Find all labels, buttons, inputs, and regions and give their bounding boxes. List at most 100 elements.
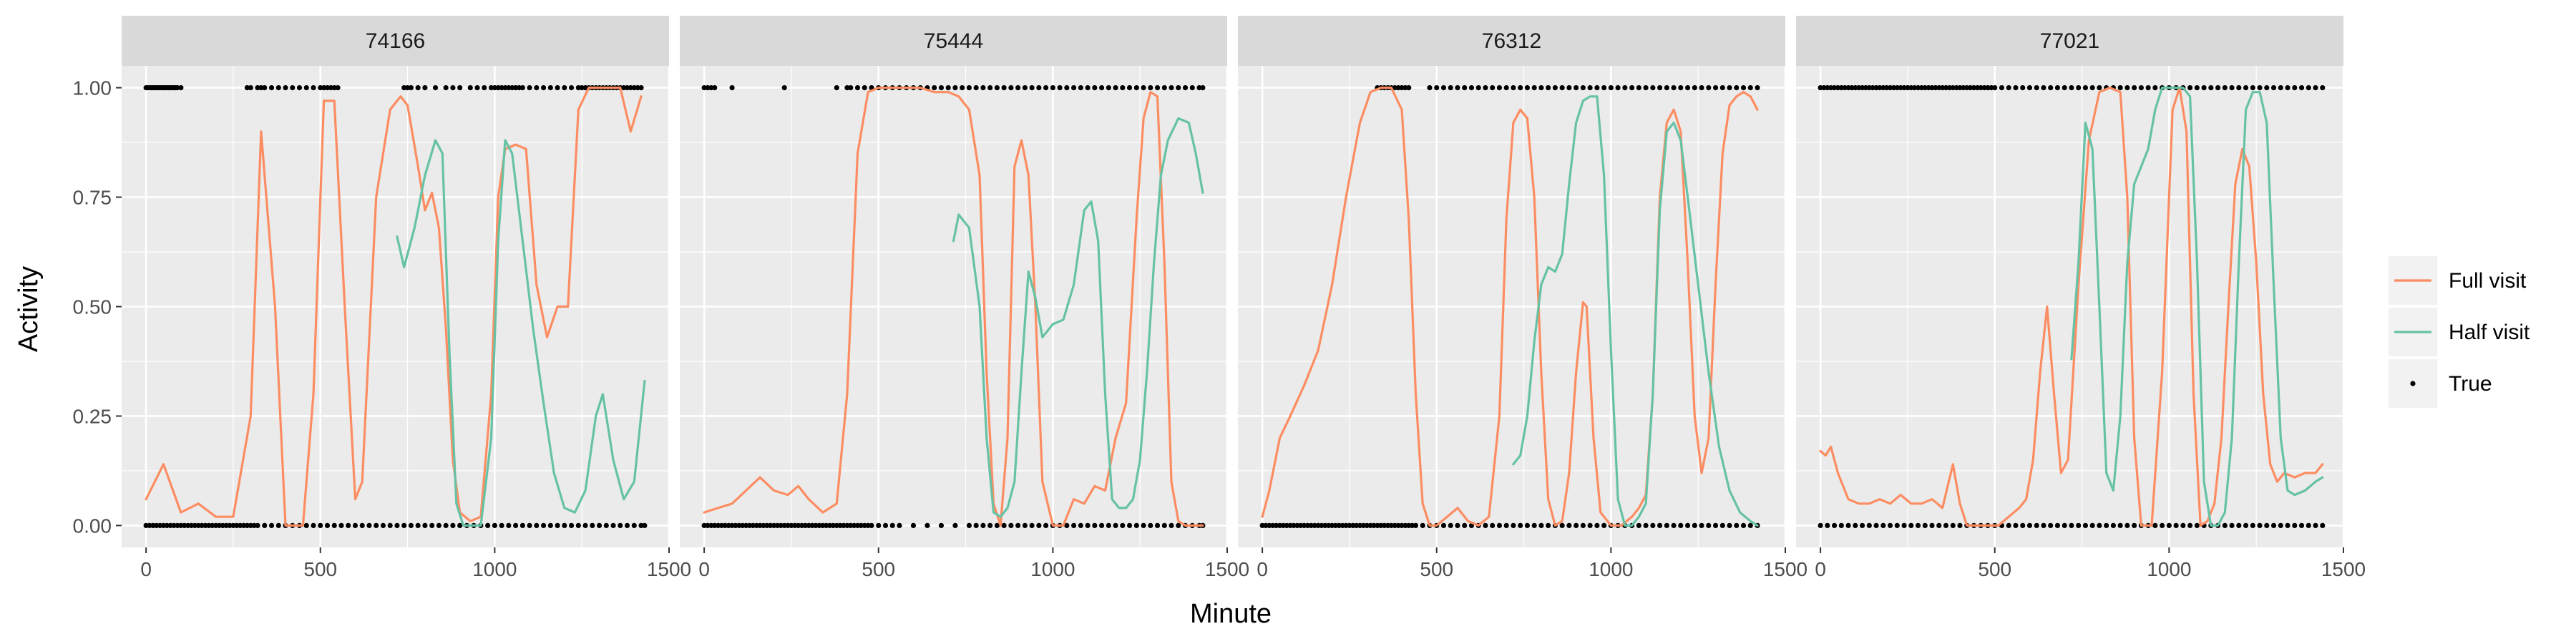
true-point xyxy=(2160,522,2165,529)
true-point xyxy=(262,522,268,529)
true-point xyxy=(2173,522,2179,529)
true-point xyxy=(1706,84,1712,91)
true-point xyxy=(394,522,400,529)
x-tick-label: 1000 xyxy=(1589,558,1633,580)
true-point xyxy=(1999,84,2005,91)
true-point xyxy=(2292,522,2298,529)
true-point xyxy=(2145,84,2151,91)
true-point xyxy=(1169,522,1174,529)
true-point xyxy=(1950,522,1956,529)
true-point xyxy=(2054,84,2061,91)
true-point xyxy=(2054,522,2061,529)
true-point xyxy=(1566,84,1572,91)
true-point xyxy=(2076,84,2082,91)
true-point xyxy=(848,84,854,91)
true-point xyxy=(2320,522,2326,529)
true-point xyxy=(2243,84,2249,91)
true-point xyxy=(1503,84,1509,91)
true-point xyxy=(2208,84,2214,91)
true-point xyxy=(1887,522,1893,529)
true-point xyxy=(457,522,463,529)
x-tick-label: 1500 xyxy=(1205,558,1249,580)
true-point xyxy=(2243,522,2249,529)
true-point xyxy=(1643,84,1649,91)
true-point xyxy=(2069,84,2074,91)
true-point xyxy=(729,84,735,91)
true-point xyxy=(1001,84,1007,91)
true-point xyxy=(952,84,958,91)
true-point xyxy=(994,84,1000,91)
true-point xyxy=(387,522,393,529)
true-point xyxy=(1120,522,1126,529)
true-point xyxy=(2229,84,2235,91)
true-point xyxy=(1092,522,1098,529)
full-visit-line xyxy=(145,86,643,527)
true-point xyxy=(1853,522,1858,529)
true-point xyxy=(1133,84,1139,91)
true-point xyxy=(1719,84,1725,91)
true-point xyxy=(562,84,567,91)
true-point xyxy=(352,522,358,529)
true-point xyxy=(534,84,540,91)
true-point xyxy=(1098,84,1105,91)
true-point xyxy=(1531,522,1537,529)
true-point xyxy=(1154,84,1161,91)
half-visit-line xyxy=(1512,95,1759,527)
true-point xyxy=(1022,522,1028,529)
x-tick-label: 1000 xyxy=(1030,558,1075,580)
true-point xyxy=(1880,522,1886,529)
true-point xyxy=(1636,84,1641,91)
true-point xyxy=(960,84,965,91)
true-point xyxy=(2166,522,2172,529)
true-point xyxy=(408,522,414,529)
true-point xyxy=(324,522,331,529)
true-point xyxy=(1929,522,1935,529)
true-point xyxy=(1678,522,1684,529)
true-point xyxy=(1943,522,1949,529)
true-point xyxy=(1455,522,1460,529)
true-point xyxy=(1740,84,1747,91)
facet-panel-74166: 74166 0 500 1000 1500 0.00 0.25 0.50 0.75 1.00 xyxy=(73,16,691,580)
x-tick-label: 1000 xyxy=(472,558,517,580)
true-point xyxy=(443,84,449,91)
x-tick-label: 1500 xyxy=(647,558,691,580)
y-axis-title: Activity xyxy=(14,266,44,352)
true-point xyxy=(1176,522,1181,529)
true-point xyxy=(2306,84,2311,91)
panel-plot-area xyxy=(143,84,648,529)
true-point xyxy=(1643,522,1649,529)
true-point xyxy=(2257,84,2263,91)
true-point xyxy=(1518,84,1523,91)
true-point xyxy=(380,522,386,529)
true-point xyxy=(1043,84,1049,91)
true-point xyxy=(1678,84,1684,91)
true-point xyxy=(311,84,316,91)
true-point xyxy=(2257,522,2263,529)
true-point xyxy=(1580,84,1586,91)
true-point xyxy=(2138,84,2144,91)
true-point xyxy=(1092,84,1098,91)
true-point xyxy=(1587,522,1593,529)
true-point xyxy=(303,522,309,529)
true-point xyxy=(624,522,630,529)
true-point xyxy=(1636,522,1641,529)
true-point xyxy=(1831,522,1838,529)
true-point xyxy=(2285,84,2290,91)
true-point xyxy=(1825,522,1830,529)
true-point xyxy=(1189,84,1195,91)
true-point xyxy=(973,84,979,91)
true-point xyxy=(1684,522,1691,529)
true-point xyxy=(862,84,867,91)
true-point xyxy=(1050,84,1055,91)
true-point xyxy=(618,522,623,529)
true-point xyxy=(1071,84,1077,91)
true-point xyxy=(547,522,553,529)
true-point xyxy=(1085,84,1091,91)
x-tick-label: 0 xyxy=(1257,558,1268,580)
true-point xyxy=(255,522,260,529)
true-point xyxy=(2264,84,2270,91)
true-point xyxy=(562,522,567,529)
facet-strip xyxy=(680,16,1227,66)
true-point xyxy=(1755,84,1760,91)
true-point xyxy=(2062,522,2067,529)
